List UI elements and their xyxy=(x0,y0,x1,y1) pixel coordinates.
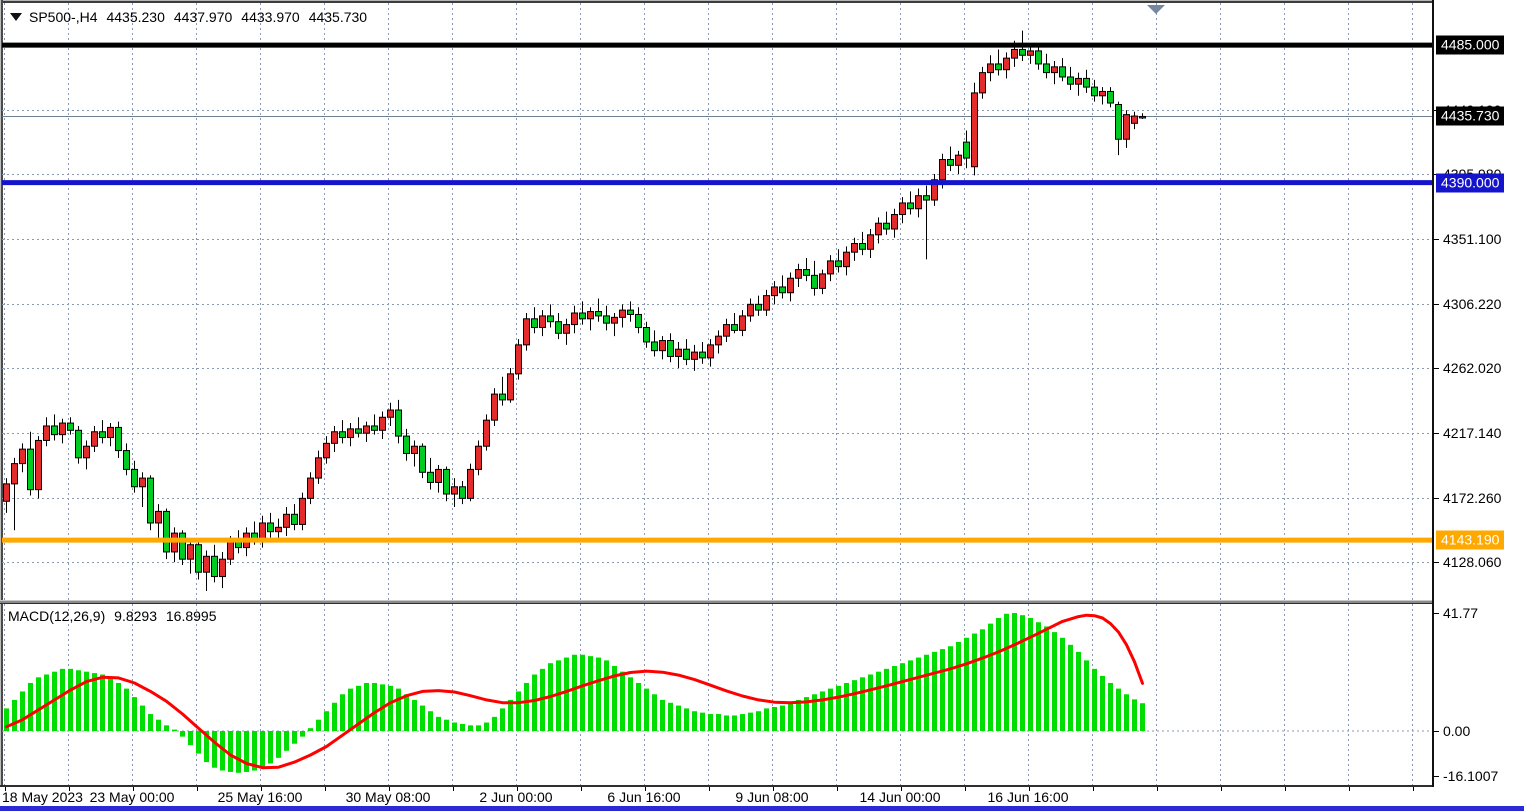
ohlc-close: 4435.730 xyxy=(308,9,368,25)
window-left-border-inner xyxy=(1,0,3,806)
time-tick-mark xyxy=(261,787,262,791)
date-label: 16 Jun 16:00 xyxy=(987,789,1069,805)
price-tag: 4143.190 xyxy=(1436,530,1505,550)
macd-tick-mark xyxy=(1434,613,1439,614)
window-left-border xyxy=(0,0,1,806)
macd-signal-line xyxy=(5,613,1144,770)
macd-indicator-pane[interactable] xyxy=(2,604,1432,785)
time-tick-mark xyxy=(1093,787,1094,791)
date-label: 25 May 16:00 xyxy=(217,789,303,805)
time-tick-mark xyxy=(325,787,326,791)
price-tick-label: 4351.100 xyxy=(1443,231,1502,247)
macd-signal-value: 16.8995 xyxy=(165,608,217,624)
pane-separator[interactable] xyxy=(0,600,1524,601)
macd-histogram xyxy=(4,612,1145,773)
macd-tick-mark xyxy=(1434,731,1439,732)
date-label: 2 Jun 00:00 xyxy=(479,789,553,805)
price-chart-pane[interactable] xyxy=(2,3,1432,601)
candlestick-plot[interactable] xyxy=(2,3,1432,601)
price-tick-label: 4262.020 xyxy=(1443,360,1502,376)
date-label: 18 May 2023 xyxy=(2,789,83,805)
time-axis[interactable]: 18 May 2023 23 May 00:00 25 May 16:00 30 Ma… xyxy=(0,787,1524,806)
date-label: 23 May 00:00 xyxy=(89,789,175,805)
time-tick-mark xyxy=(453,787,454,791)
time-tick-mark xyxy=(1285,787,1286,791)
window-bottom-strip xyxy=(0,806,1524,811)
price-axis[interactable]: 4440.1904395.9804351.1004306.2204262.020… xyxy=(1432,0,1524,787)
time-tick-mark xyxy=(517,787,518,791)
one-click-trading-arrow-icon[interactable] xyxy=(10,13,22,21)
time-tick-mark xyxy=(581,787,582,791)
time-tick-mark xyxy=(1029,787,1030,791)
macd-plot[interactable] xyxy=(2,604,1432,785)
time-tick-mark xyxy=(837,787,838,791)
time-tick-mark xyxy=(773,787,774,791)
macd-pane-bottom-border xyxy=(0,785,1524,787)
time-tick-mark xyxy=(1349,787,1350,791)
window-top-border xyxy=(0,0,1524,1)
time-tick-mark xyxy=(645,787,646,791)
price-tick-mark xyxy=(1434,433,1439,434)
date-label: 6 Jun 16:00 xyxy=(607,789,681,805)
time-tick-mark xyxy=(389,787,390,791)
pane-separator-mid[interactable] xyxy=(0,601,1524,603)
window-top-border-inner xyxy=(0,1,1524,3)
time-tick-mark xyxy=(709,787,710,791)
ohlc-high: 4437.970 xyxy=(173,9,233,25)
macd-tick-label: -16.1007 xyxy=(1443,768,1499,784)
price-tag: 4435.730 xyxy=(1436,106,1505,126)
price-tick-label: 4217.140 xyxy=(1443,425,1502,441)
price-tag: 4485.000 xyxy=(1436,35,1505,55)
time-tick-mark xyxy=(1221,787,1222,791)
price-tick-label: 4306.220 xyxy=(1443,296,1502,312)
time-tick-mark xyxy=(1413,787,1414,791)
time-tick-mark xyxy=(901,787,902,791)
time-tick-mark xyxy=(69,787,70,791)
time-tick-mark xyxy=(965,787,966,791)
grid-horizontal xyxy=(2,110,1432,563)
candles xyxy=(3,30,1146,592)
price-tick-mark xyxy=(1434,368,1439,369)
price-tick-mark xyxy=(1434,498,1439,499)
date-label: 30 May 08:00 xyxy=(345,789,431,805)
symbol-period-label: SP500-,H4 xyxy=(29,9,98,25)
price-tag: 4390.000 xyxy=(1436,173,1505,193)
macd-name: MACD(12,26,9) xyxy=(8,608,106,624)
price-tick-label: 4128.060 xyxy=(1443,554,1502,570)
horizontal-line-objects[interactable] xyxy=(2,42,1432,543)
ohlc-low: 4433.970 xyxy=(241,9,300,25)
date-label: 14 Jun 00:00 xyxy=(859,789,941,805)
time-tick-mark xyxy=(5,787,6,791)
ohlc-open: 4435.230 xyxy=(106,9,165,25)
chart-shift-marker-icon[interactable] xyxy=(1147,5,1165,14)
price-tick-mark xyxy=(1434,239,1439,240)
time-tick-mark xyxy=(133,787,134,791)
macd-tick-label: 0.00 xyxy=(1443,723,1471,739)
date-label: 9 Jun 08:00 xyxy=(735,789,809,805)
macd-tick-label: 41.77 xyxy=(1443,605,1479,621)
macd-tick-mark xyxy=(1434,776,1439,777)
chart-title: SP500-,H4 4435.230 4437.970 4433.970 443… xyxy=(10,8,367,26)
time-tick-mark xyxy=(1157,787,1158,791)
pane-separator-dark[interactable] xyxy=(0,603,1524,604)
macd-value: 9.8293 xyxy=(114,608,157,624)
price-tick-mark xyxy=(1434,562,1439,563)
price-tick-label: 4172.260 xyxy=(1443,490,1502,506)
grid-vertical xyxy=(4,3,1413,601)
time-tick-mark xyxy=(197,787,198,791)
macd-indicator-label: MACD(12,26,9) 9.8293 16.8995 xyxy=(8,608,221,624)
price-tick-mark xyxy=(1434,304,1439,305)
